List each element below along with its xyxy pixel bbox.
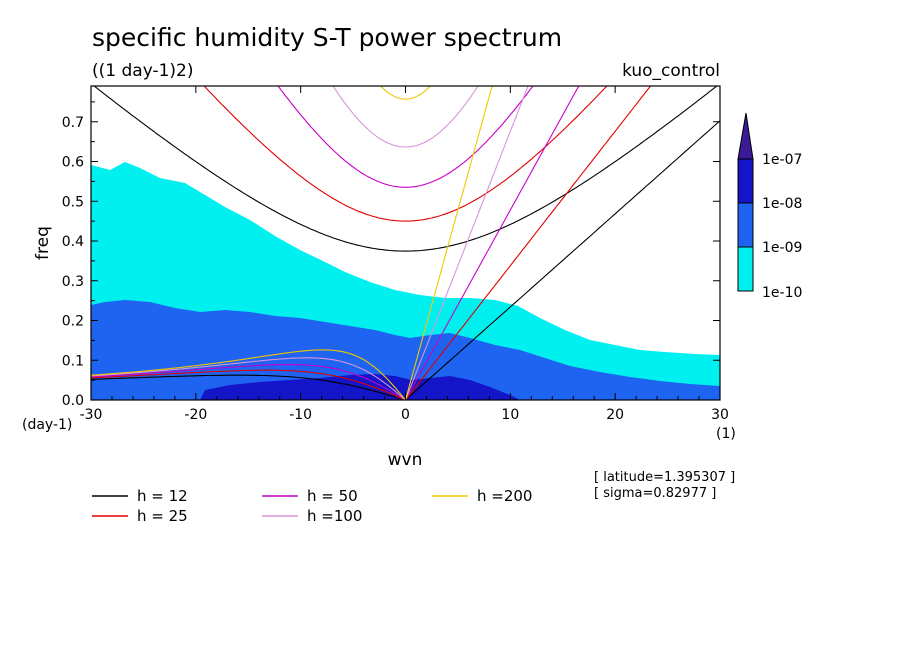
kelvin-curve-h12 — [405, 120, 720, 400]
gravity-curve-h100 — [332, 86, 479, 148]
x-unit-label: (1) — [716, 426, 736, 442]
chart-subtitle: ((1 day-1)2) — [92, 61, 194, 81]
kelvin-curve-h100 — [404, 86, 529, 400]
rossby-curve-h50 — [91, 363, 406, 400]
y-tick-label: 0.6 — [62, 155, 84, 171]
y-tick-label: 0.2 — [62, 314, 84, 330]
kelvin-curve-h25 — [405, 86, 652, 400]
gravity-curve-h25 — [203, 86, 608, 222]
y-axis-label: freq — [33, 226, 53, 260]
x-tick-label: -30 — [80, 407, 103, 423]
kelvin-curve-h50 — [405, 86, 580, 400]
y-unit-label: (day-1) — [22, 417, 72, 433]
colorbar-segment-1e-08 — [737, 158, 754, 204]
colorbar-label-3: 1e-08 — [762, 196, 802, 212]
chart-title: specific humidity S-T power spectrum — [92, 23, 562, 52]
y-tick-label: 0.7 — [62, 115, 84, 131]
colorbar-segment-1e-09 — [737, 202, 754, 248]
legend-label-h50: h = 50 — [307, 487, 358, 505]
x-tick-label: 30 — [711, 407, 729, 423]
y-tick-label: 0.5 — [62, 194, 84, 210]
y-tick-label: 0.3 — [62, 274, 84, 290]
colorbar-label-2: 1e-09 — [762, 240, 802, 256]
colorbar-label-4: 1e-07 — [762, 152, 802, 168]
axes: -30 -20 -10 0 10 20 30 0.0 0.1 0.2 0.3 0.4 0.5 0.6 0.7 — [62, 86, 729, 423]
legend-label-h12: h = 12 — [137, 487, 188, 505]
y-tick-label: 0.4 — [62, 234, 84, 250]
rossby-curve-h100 — [91, 357, 406, 400]
gravity-curve-h200 — [379, 86, 432, 100]
rossby-curve-h200 — [91, 349, 406, 400]
legend-label-h200: h =200 — [477, 487, 532, 505]
colorbar-arrow-1e-07 — [737, 112, 754, 160]
x-tick-label: 20 — [606, 407, 624, 423]
colorbar: 1e-10 1e-09 1e-08 1e-07 — [737, 112, 802, 301]
legend: h = 12 h = 25 h = 50 h =100 h =200 — [92, 487, 532, 525]
latitude-annotation: [ latitude=1.395307 ] — [594, 470, 735, 485]
gravity-curve-h50 — [277, 86, 534, 188]
legend-label-h25: h = 25 — [137, 507, 188, 525]
x-tick-label: 10 — [501, 407, 519, 423]
x-tick-label: -20 — [184, 407, 207, 423]
x-tick-label: 0 — [401, 407, 410, 423]
x-axis-label: wvn — [388, 450, 423, 470]
rossby-curve-h25 — [91, 369, 406, 400]
x-tick-label: -10 — [289, 407, 312, 423]
colorbar-label-1: 1e-10 — [762, 285, 802, 301]
colorbar-segment-1e-10 — [737, 246, 754, 292]
y-tick-label: 0.1 — [62, 353, 84, 369]
gravity-curve-h12 — [93, 86, 718, 252]
run-label: kuo_control — [622, 61, 720, 81]
power-shading — [91, 162, 720, 400]
rossby-curve-h12 — [91, 374, 406, 400]
y-tick-label: 0.0 — [62, 393, 84, 409]
legend-label-h100: h =100 — [307, 507, 362, 525]
sigma-annotation: [ sigma=0.82977 ] — [594, 486, 716, 501]
dispersion-curves — [91, 86, 720, 400]
kelvin-curve-h200 — [404, 86, 493, 400]
